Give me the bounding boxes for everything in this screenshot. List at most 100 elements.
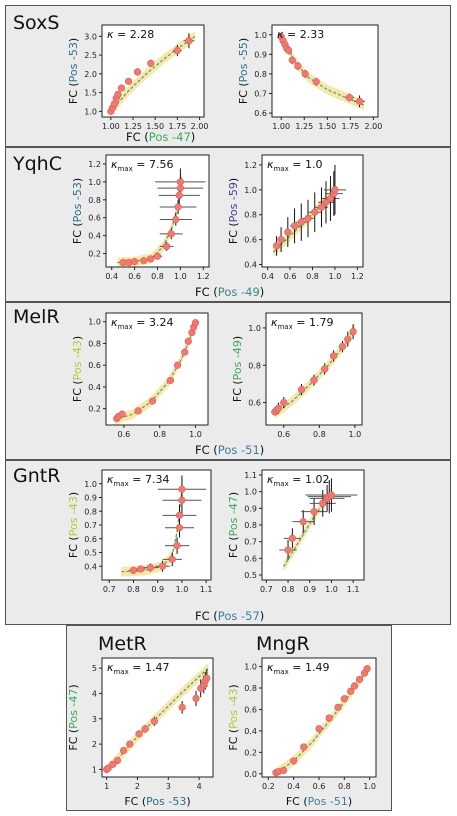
data-point [319, 499, 327, 507]
x-tick-label: 0.6 [277, 430, 290, 439]
data-point [355, 675, 364, 684]
y-axis-label: FC (Pos -43) [67, 492, 80, 558]
kappa-value: = 2.33 [283, 28, 324, 41]
x-axis-label-position: Pos -49 [217, 285, 260, 299]
data-point [167, 230, 175, 238]
x-tick-label: 0.6 [128, 272, 141, 281]
data-point [126, 740, 134, 748]
kappa-subscript: max [273, 668, 288, 676]
x-axis-label-suffix: ) [348, 795, 352, 808]
y-axis-label-suffix: ) [67, 684, 80, 688]
x-tick-label: 0.8 [338, 782, 351, 791]
x-tick-label: 1.00 [102, 122, 120, 131]
data-point [344, 335, 352, 343]
data-point [300, 743, 308, 751]
chart-melr-left: 0.6 0.8 1.0 0.2 0.4 0.6 0.8 1.0 κmax = 3.24 FC (P… [71, 312, 209, 439]
kappa-value: = 1.47 [129, 661, 170, 674]
data-point [288, 56, 296, 64]
y-tick-label: 3 [92, 715, 97, 724]
data-point [178, 485, 186, 493]
data-point [331, 186, 339, 194]
data-point [284, 228, 292, 236]
y-tick-label: 1.2 [244, 161, 257, 170]
data-point [117, 84, 126, 92]
y-tick-label: 0.8 [254, 70, 267, 79]
kappa-subscript: max [113, 668, 128, 676]
data-point [310, 508, 318, 516]
y-tick-label: 0.6 [244, 705, 257, 714]
data-point [119, 746, 128, 755]
panel-yqhc: YqhC FC (Pos -49) [5, 147, 451, 302]
x-axis-label-prefix: FC ( [195, 285, 218, 299]
y-tick-label: 0.8 [84, 507, 97, 516]
y-axis-label-position: Pos -47 [227, 496, 240, 536]
data-point [277, 236, 285, 244]
x-axis-label-position: Pos -57 [217, 609, 260, 623]
y-tick-label: 0.8 [244, 521, 257, 530]
y-tick-label: 1.0 [84, 107, 97, 116]
data-point [334, 703, 342, 711]
plot-area [262, 470, 364, 580]
data-point [294, 62, 302, 70]
kappa-value: = 3.24 [133, 316, 174, 329]
x-axis-label-gntr: FC (Pos -57) [195, 609, 264, 623]
data-point [147, 59, 155, 67]
x-tick-label: 1.0 [189, 430, 202, 439]
y-axis-label-suffix: ) [71, 178, 84, 182]
y-axis-label-prefix: FC ( [71, 222, 84, 244]
x-tick-label: 0.4 [261, 272, 274, 281]
x-tick-label: 1.2 [197, 272, 210, 281]
kappa-annotation: κmax = 3.24 [111, 316, 173, 331]
data-point [181, 348, 189, 356]
y-axis-label: FC (Pos -43) [227, 684, 240, 750]
data-point [178, 496, 186, 504]
data-point [135, 730, 143, 738]
x-axis-label-position: Pos -51 [217, 443, 260, 457]
panel-gntr: GntR FC (Pos -57) [5, 460, 451, 625]
kappa-symbol: κ [267, 158, 274, 171]
x-tick-label: 1.75 [341, 122, 359, 131]
x-tick-label: 0.7 [103, 585, 116, 594]
y-tick-label: 0.8 [88, 339, 101, 348]
y-axis-label-position: Pos -43 [67, 496, 80, 536]
x-tick-label: 1.25 [124, 122, 142, 131]
y-tick-label: 0.6 [88, 214, 101, 223]
kappa-symbol: κ [267, 473, 274, 486]
y-axis-label-prefix: FC ( [67, 536, 80, 558]
x-tick-label: 0.6 [284, 272, 297, 281]
data-point [168, 555, 176, 563]
x-tick-label: 4 [197, 782, 202, 791]
fit-line [110, 35, 196, 112]
data-point [133, 68, 142, 76]
y-tick-label: 1.5 [84, 89, 97, 98]
data-point [146, 564, 155, 572]
data-point [310, 376, 318, 384]
data-point [347, 687, 355, 695]
y-tick-label: 1.0 [244, 663, 257, 672]
data-point [137, 565, 145, 573]
panel-melr: MelR FC (Pos -51) [5, 302, 451, 460]
panel-title-melr: MelR [13, 306, 60, 328]
y-axis-label: FC (Pos -47) [67, 684, 80, 750]
y-tick-label: 0.5 [84, 549, 97, 558]
data-point [173, 361, 182, 369]
data-point [345, 93, 354, 102]
y-tick-label: 0.7 [84, 521, 97, 530]
x-tick-label: 0.4 [287, 782, 300, 791]
y-tick-label: 0.2 [244, 748, 257, 757]
data-point [109, 760, 117, 768]
chart-mngr: 0.2 0.4 0.6 0.8 1.0 0.0 0.2 0.4 0.6 0.8 1.0 κmax = … [227, 657, 377, 808]
y-axis-label-suffix: ) [67, 38, 80, 42]
y-tick-label: 1.2 [88, 160, 101, 169]
x-tick-label: 1.1 [200, 585, 213, 594]
kappa-symbol: κ [111, 158, 118, 171]
chart-yqhc-right: 0.4 0.6 0.8 1.0 1.2 0.4 0.6 0.8 1.0 1.2 κmax = 1.0… [227, 154, 364, 281]
y-tick-label: 0.9 [84, 494, 97, 503]
y-tick-label: 1.0 [248, 324, 261, 333]
data-point [184, 337, 192, 345]
data-point [312, 78, 320, 86]
data-point [113, 756, 122, 765]
chart-soxs-left: 1.00 1.25 1.50 1.75 2.00 1.0 1.5 2.0 2.5 3.0 κ = 2… [67, 24, 208, 131]
x-tick-label: 0.7 [260, 585, 273, 594]
